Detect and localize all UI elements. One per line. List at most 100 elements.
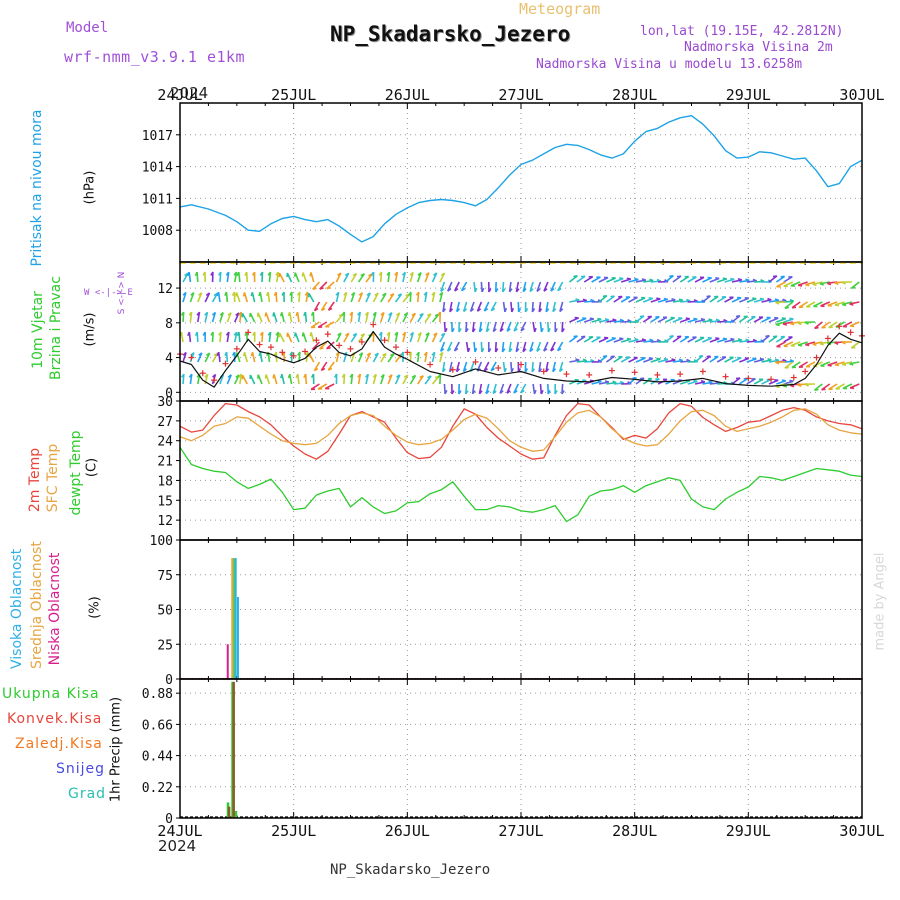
wind-barb-head (273, 291, 277, 296)
wind-barb-head (440, 332, 446, 337)
precip-legend-total: Ukupna Kisa (2, 686, 100, 702)
wind-barb-head (231, 291, 236, 296)
wind-barb-head (610, 295, 615, 298)
wind-barb-head (656, 278, 662, 282)
pressure-ytick-label: 1014 (142, 161, 173, 176)
wind-barb-head (502, 288, 506, 293)
temp-ytick-label: 12 (157, 514, 173, 529)
precip-legend-snow: Snijeg (56, 761, 106, 777)
wind-barb-head (841, 341, 846, 345)
wind-barb-head (470, 308, 475, 312)
wind-barb-head (520, 327, 525, 332)
year-bottom: 2024 (158, 837, 197, 855)
wind-barb-head (449, 308, 454, 313)
wind-barb-head (634, 337, 639, 341)
wind-barb-head (389, 353, 395, 357)
wind-barb-head (656, 357, 661, 360)
wind-barb-head (700, 380, 706, 383)
wind-barb-head (462, 368, 467, 373)
wind-barb-head (536, 288, 541, 292)
wind-barb-head (547, 390, 551, 395)
temp-ytick-label: 27 (157, 415, 173, 430)
wind-barb-head (790, 344, 795, 347)
wind-barb-head (538, 308, 543, 313)
wind-barb-head (759, 357, 765, 361)
wind-barb-head (267, 331, 272, 336)
wind-barb-head (352, 332, 358, 337)
wind-barb-head (639, 315, 645, 318)
wind-barb-head (752, 278, 758, 282)
wind-barb-head (834, 281, 839, 286)
model-elevation-label: Nadmorska Visina u modelu 13.6258m (536, 57, 803, 72)
wind-barb-head (454, 347, 459, 352)
wind-speed-line (179, 330, 863, 388)
wind-barb-head (301, 272, 304, 277)
wind-barb-head (366, 292, 371, 296)
wind-barb-head (582, 298, 588, 302)
wind-barb-head (708, 380, 713, 384)
wind-barb-head (444, 327, 448, 333)
wind-barb-head (337, 272, 342, 276)
wind-barb-head (550, 288, 555, 292)
wind-barb-head (524, 368, 529, 373)
wind-barb-head (447, 288, 452, 292)
cloud-bar (231, 558, 234, 679)
compass-horizontal: W <-|-> E (84, 288, 133, 298)
wind-barb-head (472, 328, 476, 333)
wind-barb-head (344, 272, 350, 277)
wind-barb-head (540, 327, 544, 333)
wind-barb-head (273, 351, 277, 356)
wind-barb-head (272, 312, 275, 317)
wind-barb-head (488, 348, 492, 353)
wind-barb-head (187, 331, 191, 337)
wind-barb-head (804, 321, 809, 325)
wind-barb-head (619, 277, 624, 280)
wind-barb-head (634, 277, 639, 281)
wind-barb-head (303, 311, 307, 317)
wind-barb-head (789, 359, 795, 363)
wind-barb-head (744, 357, 749, 360)
bottom-day-label: 30JUL (839, 822, 884, 840)
wind-barb-head (314, 307, 319, 312)
top-day-label: 24JUL (157, 86, 202, 104)
wind-barb-head (250, 292, 254, 297)
wind-barb-head (842, 303, 847, 307)
wind-barb-head (295, 373, 299, 379)
wind-barb-head (227, 374, 232, 378)
wind-barb-head (303, 373, 307, 378)
wind-barb-head (821, 326, 826, 329)
wind-barb-head (649, 338, 654, 342)
precip-legend-graupel: Grad (68, 786, 107, 802)
wind-barb-head (590, 358, 595, 363)
wind-barb-head (211, 311, 216, 316)
wind-barb-head (590, 298, 595, 302)
precip-ytick-label: 0.44 (142, 750, 173, 765)
wind-barb-head (782, 298, 787, 302)
wind-barb-head (669, 274, 674, 278)
wind-barb-head (663, 357, 669, 361)
wind-barb-head (522, 288, 527, 293)
wind-barb-head (648, 357, 653, 360)
wind-barb-head (458, 328, 462, 333)
wind-barb-head (849, 303, 854, 306)
wind-barb-head (851, 346, 856, 349)
wind-barb-head (827, 364, 832, 367)
wind-barb-head (304, 351, 309, 356)
wind-barb-head (723, 318, 728, 323)
wind-barb-head (194, 271, 198, 276)
wind-barb-head (440, 272, 446, 277)
wind-barb-head (543, 348, 548, 352)
wind-barb-head (437, 373, 442, 378)
wind-barb-head (216, 291, 220, 297)
wind-barb-head (554, 390, 558, 395)
wind-barb-head (349, 311, 353, 316)
wind-barb-head (182, 291, 187, 296)
wind-barb-head (227, 312, 232, 316)
wind-barb-head (582, 358, 588, 362)
pressure-ytick-label: 1017 (142, 129, 173, 144)
wind-barb-head (279, 312, 283, 317)
wind-barb-head (552, 368, 557, 373)
wind-barb-head (775, 323, 780, 327)
wind-barb-head (604, 380, 610, 383)
wind-barb-head (474, 287, 478, 293)
